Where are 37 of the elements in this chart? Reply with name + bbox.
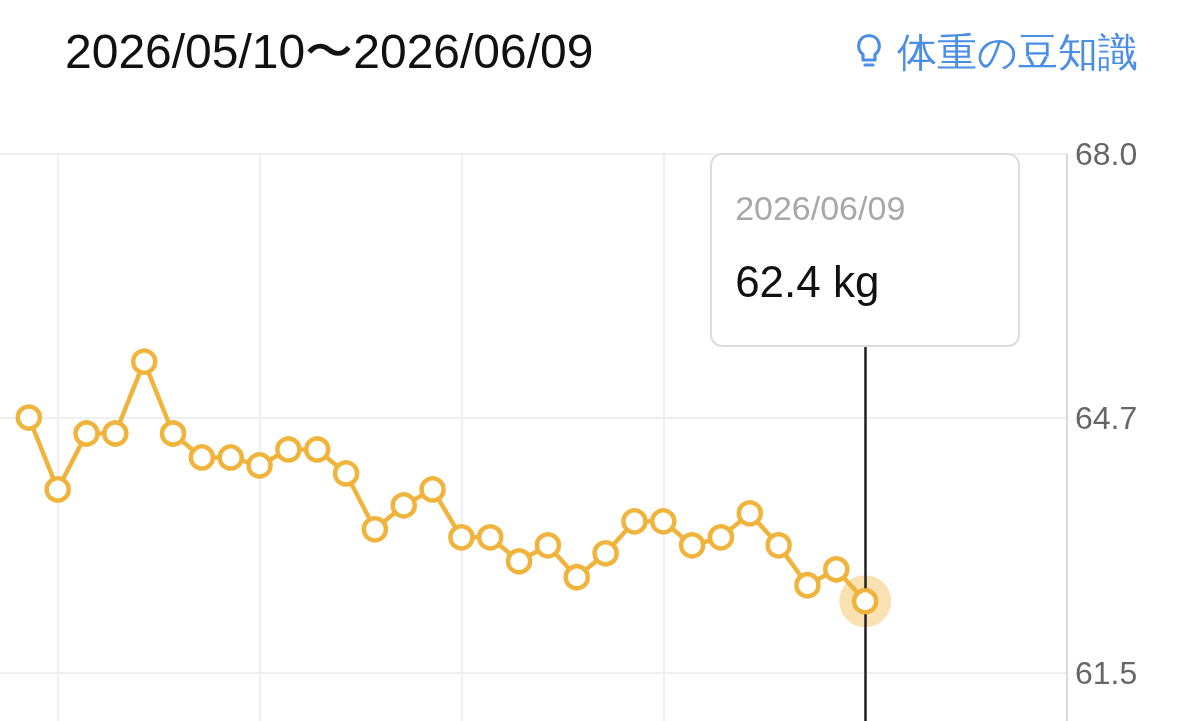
point [563, 564, 591, 591]
point [332, 460, 360, 487]
text: 体重の豆知識 [897, 29, 1138, 76]
point [44, 476, 71, 503]
point [390, 492, 417, 519]
point [477, 524, 504, 551]
point [217, 444, 244, 471]
point [361, 516, 389, 543]
point [159, 420, 187, 447]
point [794, 571, 821, 599]
point [678, 532, 706, 559]
y-tick-label: 61.5 [1075, 655, 1138, 692]
point [650, 508, 677, 535]
y-tick-label: 68.0 [1075, 136, 1138, 172]
point [621, 508, 648, 535]
point [188, 444, 216, 471]
point [505, 548, 533, 575]
point [534, 532, 562, 559]
annotation: 62.4 kg [735, 256, 880, 308]
point [823, 556, 850, 583]
point [15, 404, 43, 431]
point [73, 420, 100, 447]
point [736, 500, 764, 527]
point [275, 436, 302, 463]
point [765, 532, 792, 559]
point [102, 420, 129, 447]
point [707, 524, 735, 551]
point [592, 540, 619, 567]
point [303, 436, 331, 463]
annotation: 2026/06/09 [735, 188, 906, 229]
point [448, 524, 475, 551]
point [246, 452, 273, 479]
y-tick-label: 64.7 [1075, 399, 1138, 436]
point [130, 348, 158, 375]
point [419, 476, 446, 503]
chart-title: 2026/05/10〜2026/06/09 [65, 24, 594, 78]
tooltip-box: 2026/06/09 62.4 kg [710, 153, 1021, 347]
